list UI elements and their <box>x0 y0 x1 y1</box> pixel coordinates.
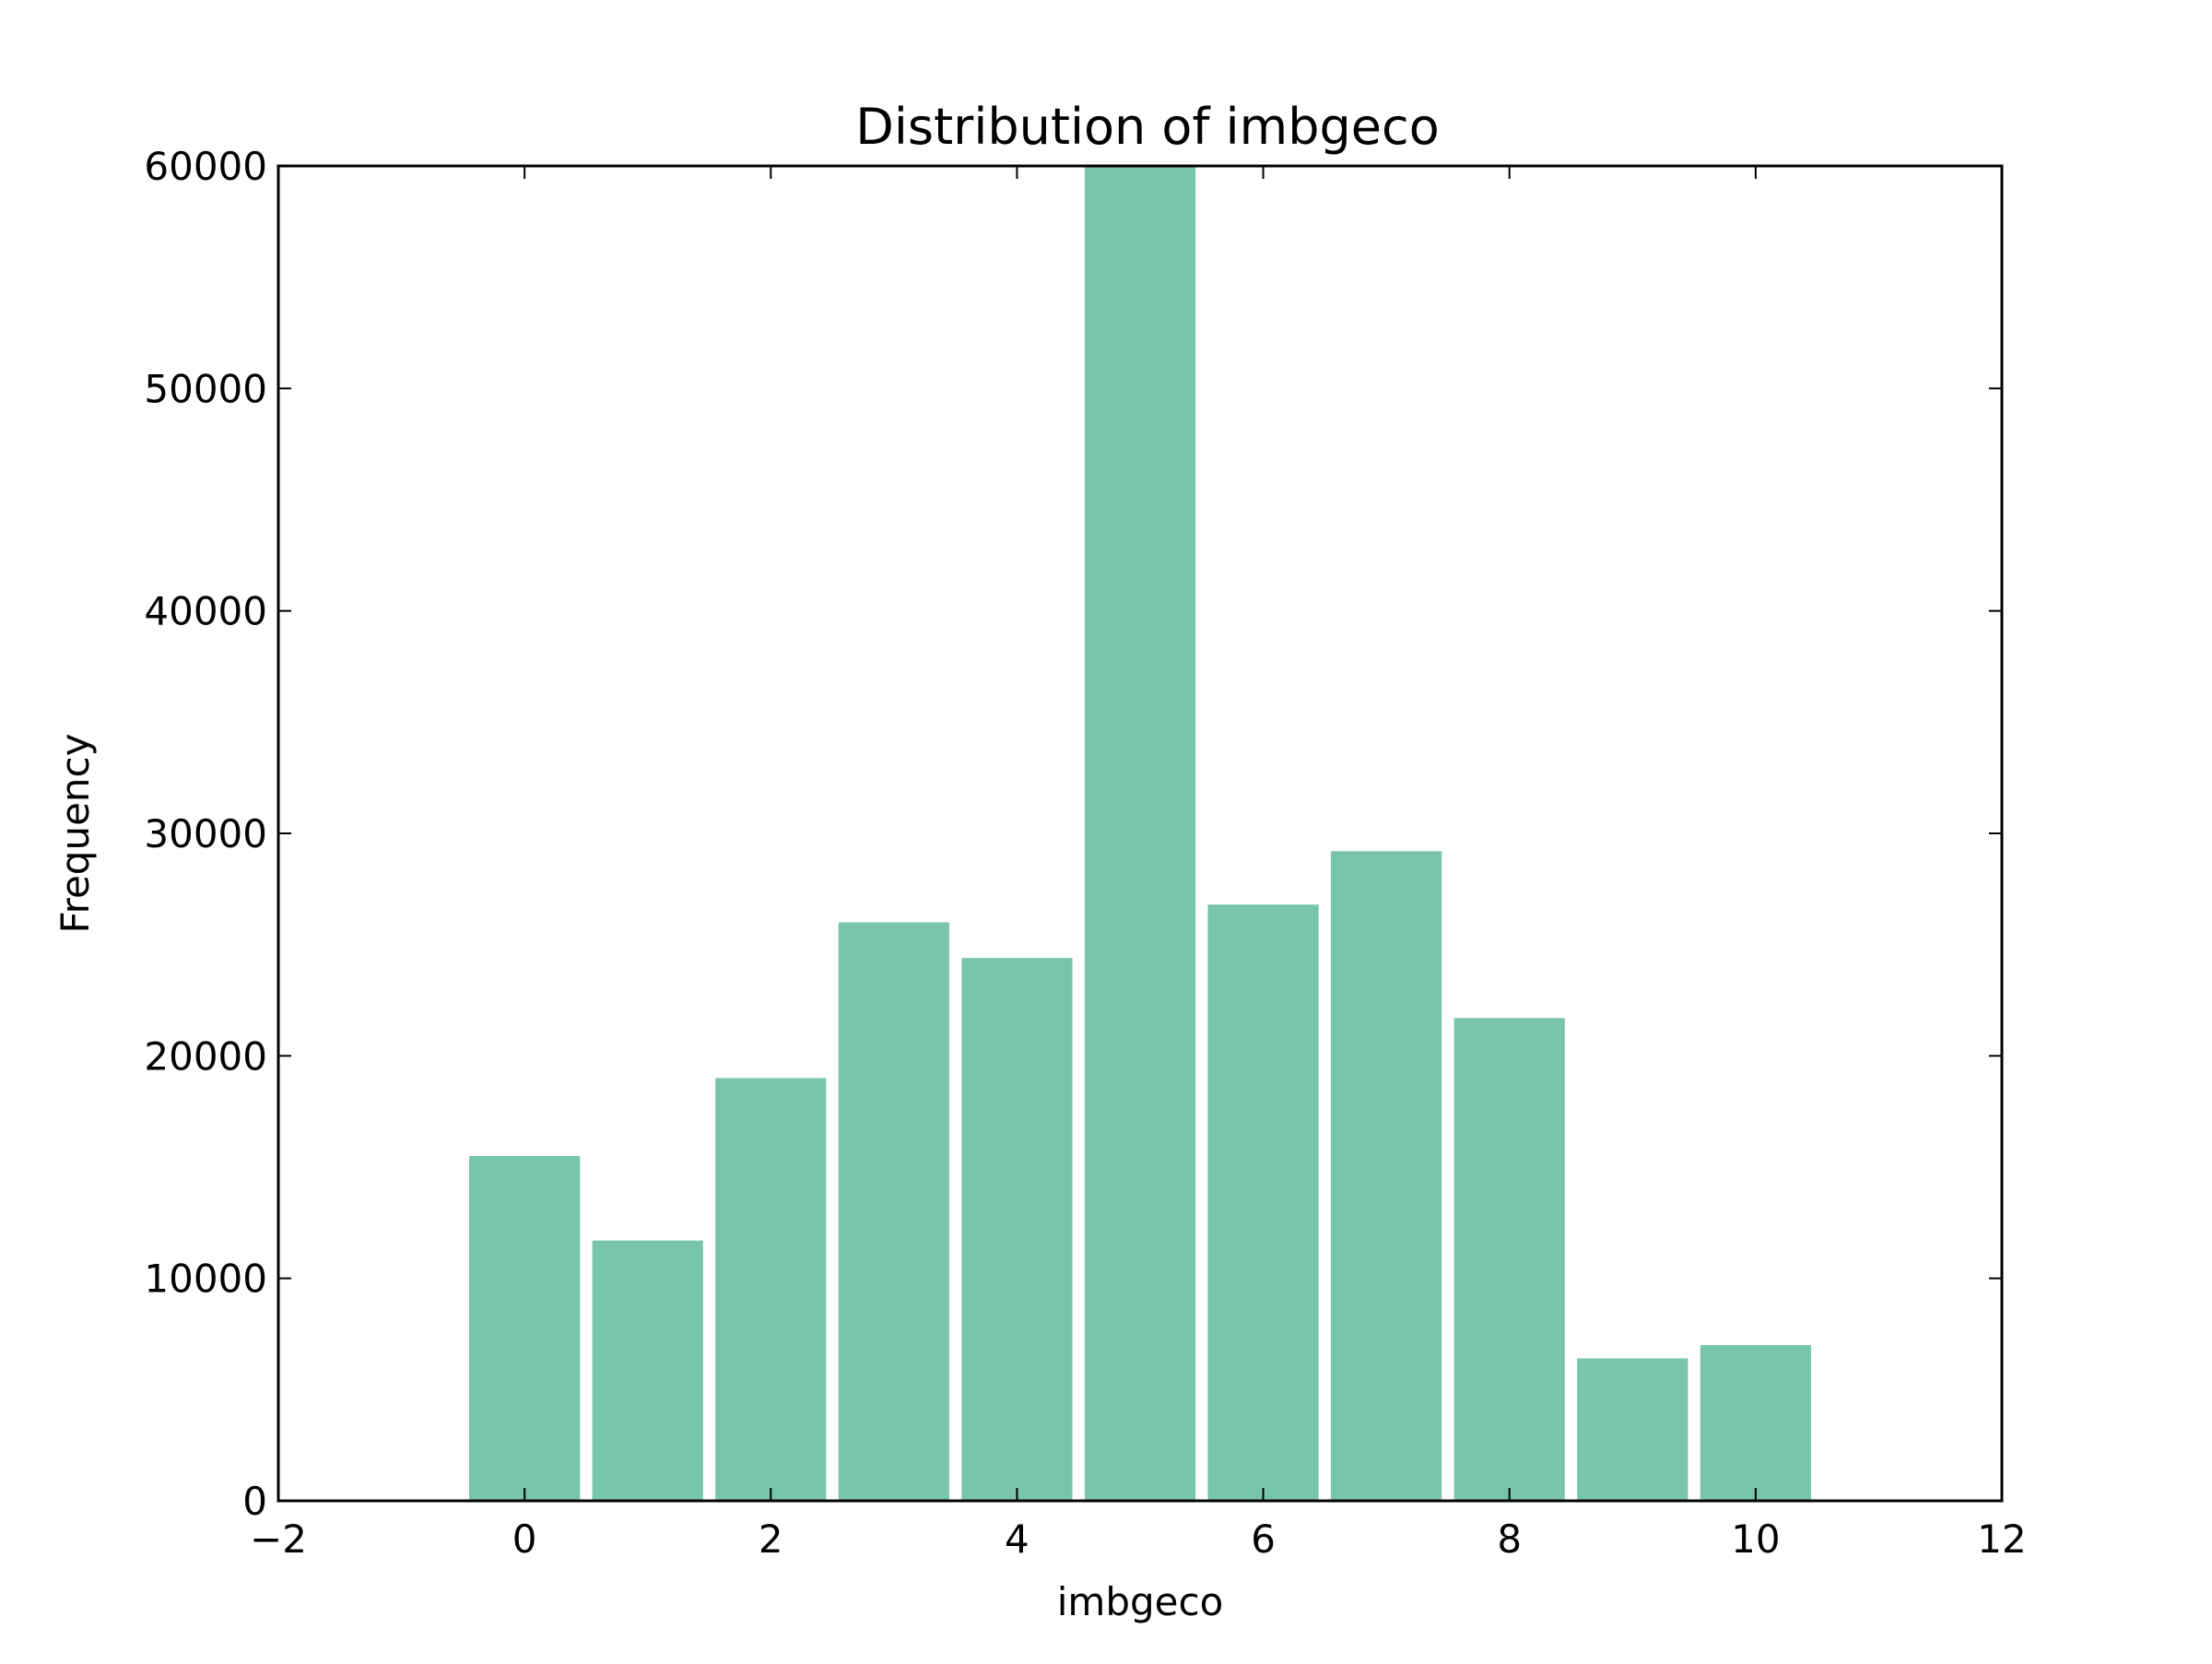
bar-8 <box>1453 1018 1565 1501</box>
y-tick-label: 10000 <box>144 1257 267 1302</box>
bar-10 <box>1700 1345 1811 1501</box>
y-tick-label: 0 <box>242 1479 267 1524</box>
bar-1 <box>592 1240 703 1501</box>
x-tick-labels: −2 0 2 4 6 8 10 12 <box>250 1516 2027 1562</box>
x-tick-label: 10 <box>1731 1516 1780 1562</box>
x-tick-label: 8 <box>1497 1516 1522 1562</box>
y-axis-label: Frequency <box>53 734 98 934</box>
plot-frame <box>276 164 2004 1503</box>
bar-4 <box>961 958 1073 1501</box>
x-tick-label: −2 <box>250 1516 307 1562</box>
y-tick-label: 30000 <box>144 811 267 856</box>
bars-group <box>469 166 1811 1501</box>
bar-5 <box>1084 166 1196 1501</box>
chart-title: Distribution of imbgeco <box>855 98 1440 156</box>
y-tick-labels: 0 10000 20000 30000 40000 50000 60000 <box>144 144 267 1524</box>
x-tick-label: 4 <box>1005 1516 1030 1562</box>
x-tick-label: 12 <box>1977 1516 2026 1562</box>
y-tick-label: 40000 <box>144 589 267 634</box>
y-tick-label: 60000 <box>144 144 267 189</box>
bar-9 <box>1577 1358 1688 1501</box>
y-tick-label: 50000 <box>144 366 267 411</box>
x-tick-label: 0 <box>512 1516 537 1562</box>
y-tick-label: 20000 <box>144 1033 267 1079</box>
bar-3 <box>838 922 949 1501</box>
bar-7 <box>1331 851 1442 1501</box>
bar-0 <box>469 1155 581 1501</box>
x-tick-label: 2 <box>759 1516 783 1562</box>
bar-2 <box>715 1078 827 1501</box>
bar-6 <box>1207 904 1319 1501</box>
x-tick-label: 6 <box>1251 1516 1276 1562</box>
x-axis-label: imbgeco <box>1057 1579 1224 1624</box>
